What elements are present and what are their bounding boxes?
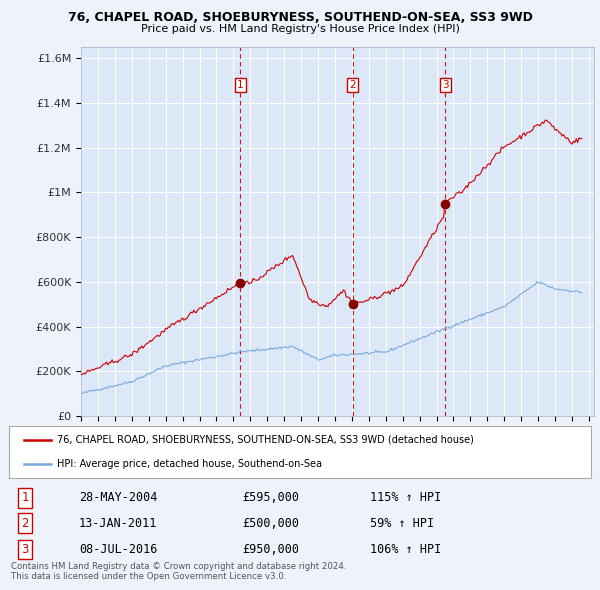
Text: £950,000: £950,000 <box>242 543 299 556</box>
Text: 13-JAN-2011: 13-JAN-2011 <box>79 517 157 530</box>
Text: £595,000: £595,000 <box>242 491 299 504</box>
Text: 59% ↑ HPI: 59% ↑ HPI <box>370 517 434 530</box>
Text: This data is licensed under the Open Government Licence v3.0.: This data is licensed under the Open Gov… <box>11 572 286 581</box>
Text: HPI: Average price, detached house, Southend-on-Sea: HPI: Average price, detached house, Sout… <box>57 459 322 469</box>
Text: 76, CHAPEL ROAD, SHOEBURYNESS, SOUTHEND-ON-SEA, SS3 9WD (detached house): 76, CHAPEL ROAD, SHOEBURYNESS, SOUTHEND-… <box>57 435 473 445</box>
Text: 1: 1 <box>237 80 244 90</box>
Text: 2: 2 <box>22 517 29 530</box>
Text: 2: 2 <box>349 80 356 90</box>
Text: 76, CHAPEL ROAD, SHOEBURYNESS, SOUTHEND-ON-SEA, SS3 9WD: 76, CHAPEL ROAD, SHOEBURYNESS, SOUTHEND-… <box>68 11 532 24</box>
Text: Contains HM Land Registry data © Crown copyright and database right 2024.: Contains HM Land Registry data © Crown c… <box>11 562 346 571</box>
Text: Price paid vs. HM Land Registry's House Price Index (HPI): Price paid vs. HM Land Registry's House … <box>140 24 460 34</box>
Text: 115% ↑ HPI: 115% ↑ HPI <box>370 491 441 504</box>
Text: 08-JUL-2016: 08-JUL-2016 <box>79 543 157 556</box>
Text: 3: 3 <box>442 80 449 90</box>
Text: £500,000: £500,000 <box>242 517 299 530</box>
Text: 28-MAY-2004: 28-MAY-2004 <box>79 491 157 504</box>
Text: 1: 1 <box>22 491 29 504</box>
Text: 106% ↑ HPI: 106% ↑ HPI <box>370 543 441 556</box>
Text: 3: 3 <box>22 543 29 556</box>
